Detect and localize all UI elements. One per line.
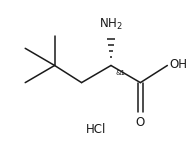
Text: NH$_2$: NH$_2$	[99, 17, 123, 32]
Text: &1: &1	[116, 70, 126, 76]
Text: HCl: HCl	[86, 123, 106, 136]
Text: O: O	[136, 116, 145, 129]
Text: OH: OH	[169, 58, 187, 71]
